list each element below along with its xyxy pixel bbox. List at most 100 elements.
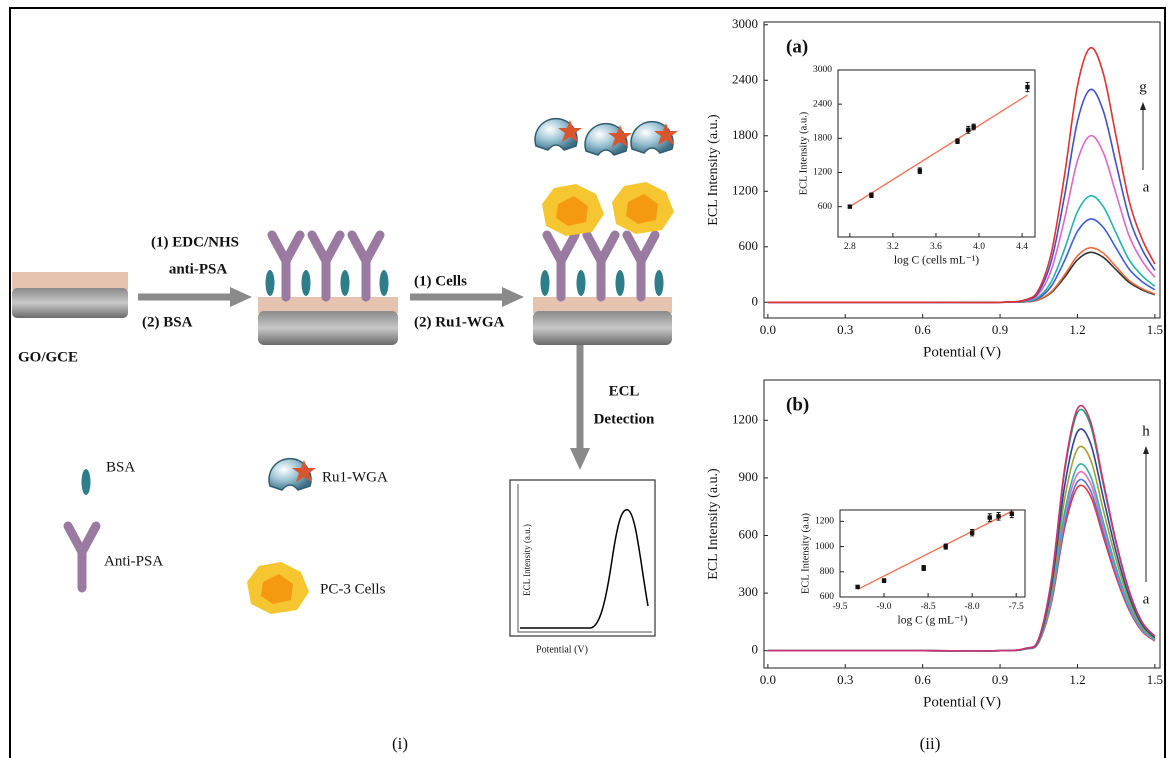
- data-point: [944, 544, 948, 548]
- y-tick-label: 600: [739, 527, 759, 542]
- data-point: [848, 204, 852, 208]
- y-axis-label: ECL Intensity (a.u): [800, 513, 811, 594]
- x-tick-label: 1.5: [1147, 322, 1163, 337]
- x-tick-label: 0.0: [760, 322, 776, 337]
- x-tick-label: 4.4: [1016, 242, 1028, 252]
- detection-label: Detection: [594, 411, 655, 427]
- legend-icon: [82, 469, 91, 495]
- x-tick-label: 1.5: [1147, 672, 1163, 687]
- y-tick-label: 600: [739, 238, 759, 253]
- x-axis-label: Potential (V): [923, 694, 1001, 710]
- x-tick-label: 0.9: [992, 322, 1008, 337]
- annotation: g: [1139, 79, 1147, 95]
- mini-y-label: ECL Intensity (a.u.): [522, 524, 532, 596]
- legend-label: BSA: [106, 459, 135, 475]
- electrode-label: GO/GCE: [18, 349, 78, 365]
- data-point: [921, 566, 925, 570]
- x-tick-label: 1.2: [1069, 322, 1085, 337]
- x-tick-label: -7.5: [1009, 602, 1024, 612]
- x-tick-label: 4.0: [973, 242, 985, 252]
- panel-label: (a): [786, 36, 808, 57]
- step-label: (2) Ru1-WGA: [414, 314, 505, 330]
- step-label: anti-PSA: [169, 261, 228, 277]
- y-tick-label: 1200: [815, 517, 834, 527]
- y-tick-label: 300: [739, 584, 759, 599]
- y-tick-label: 1200: [813, 168, 832, 178]
- x-tick-label: 0.6: [915, 672, 932, 687]
- x-tick-label: -8.5: [921, 602, 936, 612]
- y-tick-label: 1000: [815, 542, 834, 552]
- y-axis-label: ECL Intensity (a.u.): [706, 114, 721, 226]
- x-tick-label: 2.8: [844, 242, 856, 252]
- y-tick-label: 0: [752, 293, 759, 308]
- data-point: [1025, 85, 1029, 89]
- data-point: [966, 128, 970, 132]
- y-tick-label: 1200: [732, 411, 758, 426]
- data-point: [970, 530, 974, 534]
- y-tick-label: 1800: [732, 127, 758, 142]
- x-axis-label: log C (g mL⁻¹): [898, 615, 968, 627]
- modification-2: [535, 119, 678, 297]
- electrode: [533, 311, 672, 345]
- data-point: [996, 514, 1000, 518]
- data-point: [988, 515, 992, 519]
- step-label: (1) Cells: [414, 273, 467, 289]
- legend-icon: [247, 562, 309, 614]
- x-tick-label: -9.0: [877, 602, 892, 612]
- data-point: [955, 139, 959, 143]
- panel-label: (b): [786, 394, 809, 415]
- arrow-head: [570, 448, 590, 470]
- step-label: (1) EDC/NHS: [151, 234, 239, 250]
- y-axis-label: ECL Intensity (a.u.): [798, 111, 809, 195]
- x-tick-label: 0.6: [915, 322, 932, 337]
- x-axis-label: Potential (V): [923, 344, 1001, 360]
- x-tick-label: 0.0: [760, 672, 776, 687]
- y-tick-label: 600: [818, 202, 833, 212]
- schematic: (1) EDC/NHS anti-PSA (2) BSA GO/GCE (1) …: [12, 119, 678, 656]
- detection-label: ECL: [609, 383, 640, 399]
- y-tick-label: 3000: [813, 65, 832, 75]
- plot-frame: [838, 70, 1035, 237]
- y-tick-label: 900: [739, 469, 759, 484]
- y-tick-label: 1200: [732, 182, 758, 197]
- electrode: [258, 311, 398, 345]
- y-tick-label: 3000: [732, 16, 758, 31]
- data-point: [855, 585, 859, 589]
- x-tick-label: 0.9: [992, 672, 1008, 687]
- x-tick-label: 1.2: [1069, 672, 1085, 687]
- x-tick-label: 0.3: [837, 322, 853, 337]
- modification-1: [266, 235, 389, 297]
- y-tick-label: 1800: [813, 134, 832, 144]
- arrow-head: [230, 287, 252, 307]
- go-layer: [12, 272, 128, 290]
- x-tick-label: -8.0: [965, 602, 980, 612]
- electrode: [12, 288, 128, 318]
- legend-label: Ru1-WGA: [322, 469, 388, 485]
- annotation: a: [1143, 179, 1150, 195]
- y-tick-label: 2400: [732, 71, 758, 86]
- figure: (1) EDC/NHS anti-PSA (2) BSA GO/GCE (1) …: [0, 0, 1170, 758]
- legend-label: Anti-PSA: [104, 553, 163, 569]
- legend-icon: [269, 459, 316, 490]
- data-point: [1010, 512, 1014, 516]
- y-tick-label: 2400: [813, 99, 832, 109]
- data-point: [882, 578, 886, 582]
- annotation: a: [1143, 591, 1150, 607]
- arrow-head: [502, 287, 524, 307]
- y-axis-label: ECL Intensity (a.u.): [706, 468, 721, 580]
- data-point: [918, 169, 922, 173]
- x-axis-label: log C (cells mL⁻¹): [894, 255, 979, 267]
- legend-icon: [68, 526, 96, 588]
- mini-x-label: Potential (V): [536, 644, 588, 655]
- panel-label: (i): [392, 734, 408, 753]
- x-tick-label: 0.3: [837, 672, 853, 687]
- x-tick-label: 3.6: [930, 242, 942, 252]
- y-tick-label: 0: [752, 642, 759, 657]
- x-tick-label: 3.2: [887, 242, 899, 252]
- data-point: [971, 125, 975, 129]
- data-point: [869, 193, 873, 197]
- panel-label: (ii): [920, 734, 941, 753]
- y-tick-label: 600: [820, 592, 835, 602]
- step-label: (2) BSA: [142, 314, 193, 330]
- annotation: h: [1142, 423, 1150, 439]
